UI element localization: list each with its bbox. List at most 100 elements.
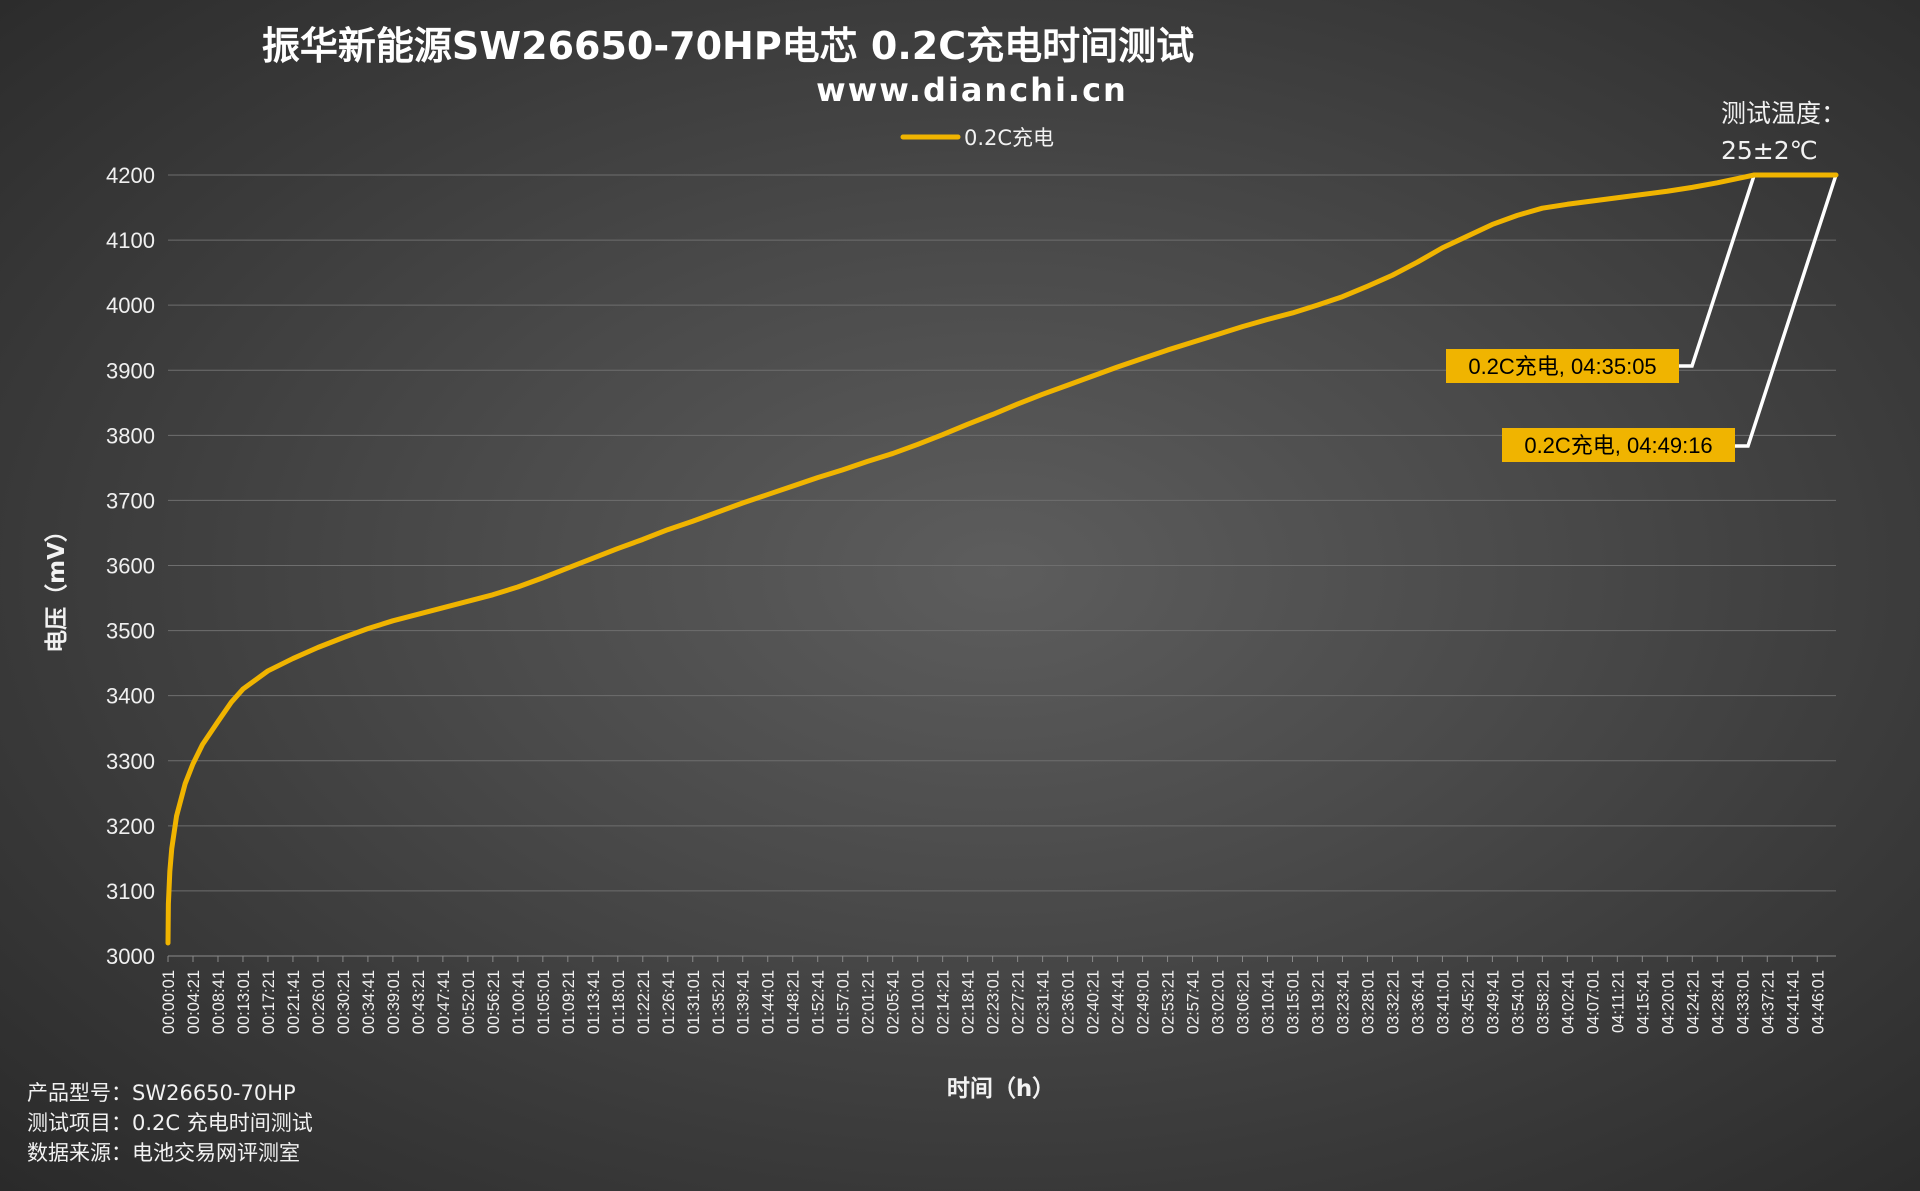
x-tick-label: 00:34:41 <box>360 970 378 1034</box>
y-tick-label: 3400 <box>106 684 155 709</box>
x-tick-label: 01:57:01 <box>835 970 853 1034</box>
x-tick-label: 04:02:41 <box>1559 970 1577 1034</box>
x-tick-label: 02:49:01 <box>1135 970 1153 1034</box>
x-tick-label: 03:36:41 <box>1409 970 1427 1034</box>
x-tick-label: 02:23:01 <box>985 970 1003 1034</box>
x-tick-label: 00:13:01 <box>235 970 253 1034</box>
footer: 产品型号：SW26650-70HP 测试项目：0.2C 充电时间测试 数据来源：… <box>27 1078 313 1168</box>
x-tick-label: 02:40:21 <box>1085 970 1103 1034</box>
annotation-leader <box>1735 174 1838 448</box>
x-tick-label: 03:41:01 <box>1434 970 1452 1034</box>
annotation-leaders <box>1679 174 1838 448</box>
x-tick-label: 03:32:21 <box>1384 970 1402 1034</box>
y-tick-label: 3000 <box>106 944 155 969</box>
x-tick-label: 01:44:01 <box>760 970 778 1034</box>
x-tick-label: 00:56:21 <box>485 970 503 1034</box>
x-axis-ticks: 00:00:01 00:04:21 00:08:41 00:13:01 00:17:21… <box>160 956 1827 1034</box>
x-tick-label: 01:22:21 <box>635 970 653 1034</box>
y-tick-label: 3200 <box>106 814 155 839</box>
y-axis-label: 电压（mV） <box>43 519 70 653</box>
x-tick-label: 01:35:21 <box>710 970 728 1034</box>
x-tick-label: 02:05:41 <box>885 970 903 1034</box>
x-tick-label: 03:23:41 <box>1334 970 1352 1034</box>
x-tick-label: 04:28:41 <box>1709 970 1727 1034</box>
x-tick-label: 01:48:21 <box>785 970 803 1034</box>
note-line1: 测试温度： <box>1721 99 1846 128</box>
x-tick-label: 00:21:41 <box>285 970 303 1034</box>
y-tick-label: 3300 <box>106 749 155 774</box>
x-tick-label: 00:26:01 <box>310 970 328 1034</box>
x-tick-label: 02:14:21 <box>935 970 953 1034</box>
x-tick-label: 00:52:01 <box>460 970 478 1034</box>
y-tick-label: 3700 <box>106 488 155 513</box>
annotation-box <box>1502 428 1735 462</box>
x-tick-label: 00:43:21 <box>410 970 428 1034</box>
x-tick-label: 01:31:01 <box>685 970 703 1034</box>
x-tick-label: 03:45:21 <box>1459 970 1477 1034</box>
x-tick-label: 03:19:21 <box>1309 970 1327 1034</box>
x-tick-label: 00:30:21 <box>335 970 353 1034</box>
x-tick-label: 00:04:21 <box>185 970 203 1034</box>
x-tick-label: 02:57:41 <box>1185 970 1203 1034</box>
annotation-label: 0.2C充电, 04:35:05 <box>1468 354 1656 379</box>
x-tick-label: 03:06:21 <box>1235 970 1253 1034</box>
x-tick-label: 04:07:01 <box>1584 970 1602 1034</box>
footer-model: 产品型号：SW26650-70HP <box>27 1081 296 1105</box>
x-tick-label: 04:20:01 <box>1659 970 1677 1034</box>
x-tick-label: 04:37:21 <box>1759 970 1777 1034</box>
x-tick-label: 02:01:21 <box>860 970 878 1034</box>
footer-item: 测试项目：0.2C 充电时间测试 <box>27 1111 313 1135</box>
x-tick-label: 04:24:21 <box>1684 970 1702 1034</box>
y-tick-label: 4000 <box>106 293 155 318</box>
legend: 0.2C充电 <box>900 126 1054 150</box>
x-tick-label: 02:53:21 <box>1160 970 1178 1034</box>
x-tick-label: 02:18:41 <box>960 970 978 1034</box>
y-tick-label: 3100 <box>106 879 155 904</box>
x-tick-label: 00:00:01 <box>160 970 178 1034</box>
y-tick-label: 3800 <box>106 423 155 448</box>
x-tick-label: 01:18:01 <box>610 970 628 1034</box>
x-tick-label: 03:02:01 <box>1210 970 1228 1034</box>
x-tick-label: 02:27:21 <box>1010 970 1028 1034</box>
x-tick-label: 02:10:01 <box>910 970 928 1034</box>
chart-title: 振华新能源SW26650-70HP电芯 0.2C充电时间测试 <box>262 24 1194 68</box>
x-tick-label: 02:44:41 <box>1110 970 1128 1034</box>
legend-label: 0.2C充电 <box>964 126 1054 150</box>
y-tick-label: 4100 <box>106 228 155 253</box>
x-tick-label: 00:17:21 <box>260 970 278 1034</box>
x-tick-label: 03:49:41 <box>1484 970 1502 1034</box>
x-tick-label: 01:26:41 <box>660 970 678 1034</box>
x-tick-label: 03:28:01 <box>1359 970 1377 1034</box>
x-tick-label: 02:36:01 <box>1060 970 1078 1034</box>
y-tick-label: 4200 <box>106 163 155 188</box>
series-line <box>165 172 1839 946</box>
x-tick-label: 00:08:41 <box>210 970 228 1034</box>
x-tick-label: 04:33:01 <box>1734 970 1752 1034</box>
x-tick-label: 04:46:01 <box>1809 970 1827 1034</box>
gridlines <box>168 174 1836 892</box>
x-tick-label: 02:31:41 <box>1035 970 1053 1034</box>
annotations: 0.2C充电, 04:35:05 0.2C充电, 04:49:16 <box>1446 349 1735 462</box>
x-tick-label: 01:39:41 <box>735 970 753 1034</box>
note-line2: 25±2℃ <box>1721 136 1818 165</box>
y-tick-label: 3500 <box>106 619 155 644</box>
y-tick-label: 3900 <box>106 358 155 383</box>
y-tick-label: 3600 <box>106 554 155 579</box>
x-tick-label: 03:58:21 <box>1534 970 1552 1034</box>
x-tick-label: 01:05:01 <box>535 970 553 1034</box>
x-tick-label: 01:52:41 <box>810 970 828 1034</box>
x-tick-label: 03:15:01 <box>1284 970 1302 1034</box>
x-tick-label: 01:00:41 <box>510 970 528 1034</box>
x-tick-label: 03:10:41 <box>1260 970 1278 1034</box>
x-tick-label: 00:39:01 <box>385 970 403 1034</box>
y-axis-ticks: 3000 3100 3200 3300 3400 3500 3600 3700 3800 3900… <box>106 163 155 969</box>
x-tick-label: 04:15:41 <box>1634 970 1652 1034</box>
chart-subtitle: www.dianchi.cn <box>816 71 1128 109</box>
x-tick-label: 01:13:41 <box>585 970 603 1034</box>
x-tick-label: 04:11:21 <box>1609 970 1627 1033</box>
annotation-box <box>1446 349 1679 383</box>
footer-source: 数据来源：电池交易网评测室 <box>27 1141 300 1165</box>
annotation-leader <box>1679 174 1756 368</box>
x-tick-label: 04:41:41 <box>1784 970 1802 1034</box>
